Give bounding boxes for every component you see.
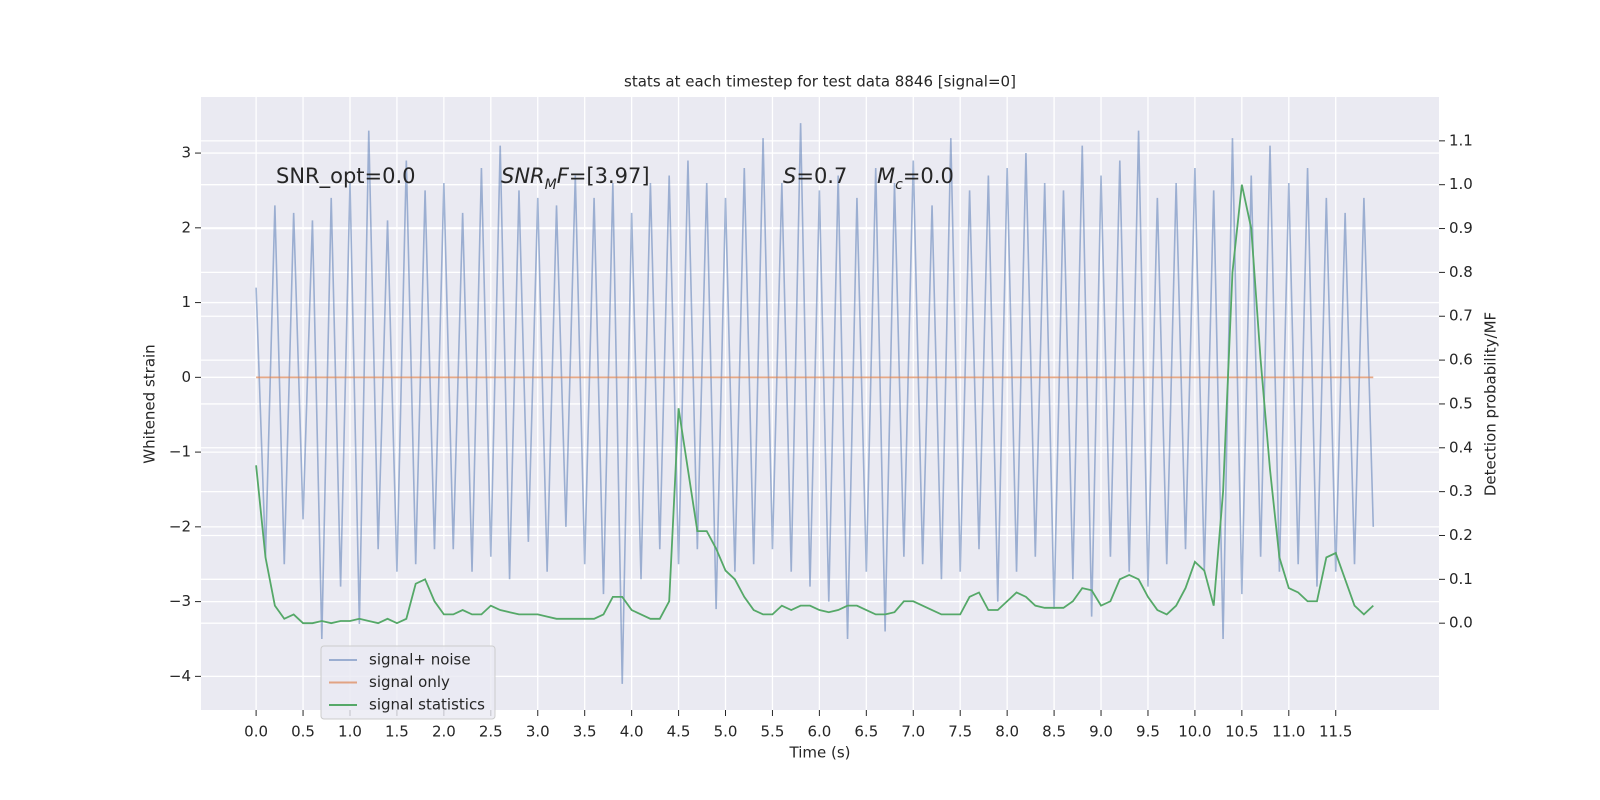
y2-tick-label: 0.7 <box>1449 307 1473 325</box>
legend-box <box>320 645 496 720</box>
x-tick-label: 10.5 <box>1225 723 1258 741</box>
x-tick-label: 10.0 <box>1178 723 1211 741</box>
annotation-part: =0.7 <box>796 164 847 188</box>
y2-tick-label: 1.0 <box>1449 175 1473 193</box>
legend-label: signal+ noise <box>369 651 471 669</box>
x-tick-label: 1.0 <box>338 723 362 741</box>
y-tick-label: −1 <box>169 443 191 461</box>
x-tick-label: 6.0 <box>807 723 831 741</box>
x-tick-label: 2.0 <box>432 723 456 741</box>
x-tick-label: 5.0 <box>714 723 738 741</box>
x-tick-label: 9.5 <box>1136 723 1160 741</box>
x-tick-label: 5.5 <box>761 723 785 741</box>
data-line <box>255 123 1375 684</box>
legend-label: signal only <box>369 673 450 691</box>
x-tick-label: 11.0 <box>1272 723 1305 741</box>
x-tick-label: 11.5 <box>1319 723 1352 741</box>
annotation-part: =[3.97] <box>569 164 650 188</box>
annotation-part: M <box>877 164 895 188</box>
y2-tick-label: 0.4 <box>1449 438 1473 456</box>
annotation-part: SNR_opt=0.0 <box>276 164 416 189</box>
x-tick-label: 9.0 <box>1089 723 1113 741</box>
y2-tick-label: 0.0 <box>1449 614 1473 632</box>
y2-tick-label: 0.5 <box>1449 394 1473 412</box>
annotation-part: F <box>557 164 570 188</box>
y2-tick-label: 0.2 <box>1449 526 1473 544</box>
annotation-part: c <box>895 177 903 193</box>
x-tick-label: 7.5 <box>948 723 972 741</box>
annotation-part: M <box>545 177 557 193</box>
x-tick-label: 4.5 <box>667 723 691 741</box>
y-tick-label: 0 <box>181 368 191 386</box>
y2-tick-label: 0.9 <box>1449 219 1473 237</box>
annotation: S=0.7 <box>783 164 847 188</box>
x-tick-label: 3.0 <box>526 723 550 741</box>
data-line <box>255 184 1374 625</box>
x-tick-label: 2.5 <box>479 723 503 741</box>
y2-tick-label: 0.1 <box>1449 570 1473 588</box>
annotation-part: SNR <box>501 164 545 188</box>
annotation: SNR_opt=0.0 <box>276 164 416 189</box>
x-axis-label: Time (s) <box>789 744 851 762</box>
legend-label: signal statistics <box>369 696 485 714</box>
x-tick-label: 4.0 <box>620 723 644 741</box>
y-tick-label: 3 <box>181 144 191 162</box>
x-tick-label: 8.5 <box>1042 723 1066 741</box>
y-tick-label: 2 <box>181 218 191 236</box>
x-tick-label: 8.0 <box>995 723 1019 741</box>
y2-axis-label: Detection probability/MF <box>1482 312 1500 496</box>
x-tick-label: 7.0 <box>901 723 925 741</box>
y-tick-label: −2 <box>169 517 191 535</box>
y-axis-label: Whitened strain <box>141 344 159 463</box>
annotation: Mc=0.0 <box>877 164 954 193</box>
x-tick-label: 1.5 <box>385 723 409 741</box>
x-tick-label: 0.0 <box>244 723 268 741</box>
annotation-part: S <box>783 164 796 188</box>
y2-tick-label: 0.6 <box>1449 351 1473 369</box>
y-tick-label: 1 <box>181 293 191 311</box>
annotation: SNRMF=[3.97] <box>501 164 650 193</box>
y-tick-label: −4 <box>169 667 191 685</box>
x-tick-label: 3.5 <box>573 723 597 741</box>
chart-title: stats at each timestep for test data 884… <box>624 73 1016 91</box>
y2-tick-label: 1.1 <box>1449 131 1473 149</box>
y2-tick-label: 0.8 <box>1449 263 1473 281</box>
annotation-part: =0.0 <box>903 164 954 188</box>
x-tick-label: 0.5 <box>291 723 315 741</box>
x-tick-label: 6.5 <box>854 723 878 741</box>
y2-tick-label: 0.3 <box>1449 482 1473 500</box>
y-tick-label: −3 <box>169 592 191 610</box>
